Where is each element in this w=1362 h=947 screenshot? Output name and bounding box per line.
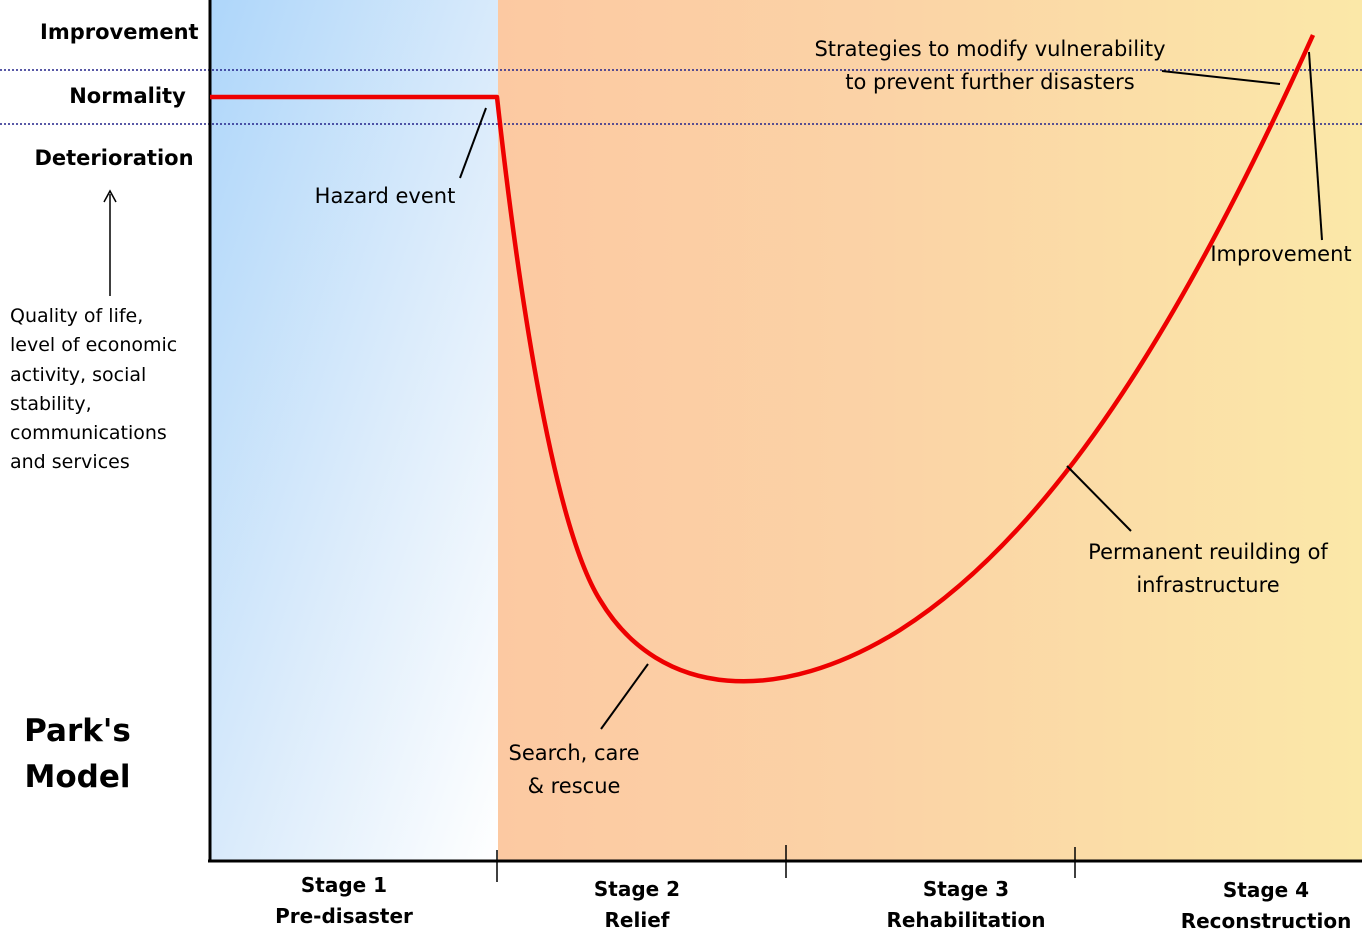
rebuilding-leader-line [1066,465,1132,532]
stage-2-label: Relief [604,908,670,932]
recovery-curve [210,34,1316,684]
improvement-annotation: Improvement [1210,242,1352,266]
title-line-1: Park's [24,713,131,749]
stage-4: Stage 4 Reconstruction [1172,875,1360,937]
stage-2: Stage 2 Relief [547,874,727,936]
diagram-title: Park's Model [10,708,145,800]
level-deterioration: Deterioration [34,146,194,170]
stage2-4-background [498,0,1362,860]
strategies-line-2: to prevent further disasters [845,70,1135,94]
stage-3-name: Stage 3 [922,877,1010,901]
level-improvement: Improvement [40,20,199,44]
search-leader-line [600,663,649,730]
hazard-leader-line [459,107,487,179]
title-line-2: Model [24,759,131,795]
rebuilding-line-1: Permanent reuilding of [1088,540,1328,564]
rebuilding-line-2: infrastructure [1136,573,1280,597]
strategies-line-1: Strategies to modify vulnerability [814,37,1166,61]
stage-1: Stage 1 Pre-disaster [244,870,444,932]
improvement-leader-line [1308,51,1323,241]
stage-1-label: Pre-disaster [275,904,413,928]
y-axis-label: Quality of life, level of economic activ… [10,305,178,474]
stage-4-label: Reconstruction [1180,909,1352,933]
strategies-label: Strategies to modify vulnerability to pr… [790,33,1190,99]
stage-4-name: Stage 4 [1222,878,1310,902]
hazard-event-label: Hazard event [314,184,456,208]
rebuilding-label: Permanent reuilding of infrastructure [1068,536,1348,602]
stage-1-name: Stage 1 [300,873,388,897]
up-arrow-icon [103,189,117,203]
level-normality: Normality [69,84,186,108]
strategies-leader-line [1161,70,1281,85]
stage-3: Stage 3 Rehabilitation [876,874,1056,936]
stage-2-name: Stage 2 [593,877,681,901]
search-line-2: & rescue [527,774,621,798]
stage1-background [211,0,498,860]
stage-3-label: Rehabilitation [886,908,1046,932]
search-label: Search, care & rescue [494,737,654,803]
search-line-1: Search, care [508,741,640,765]
